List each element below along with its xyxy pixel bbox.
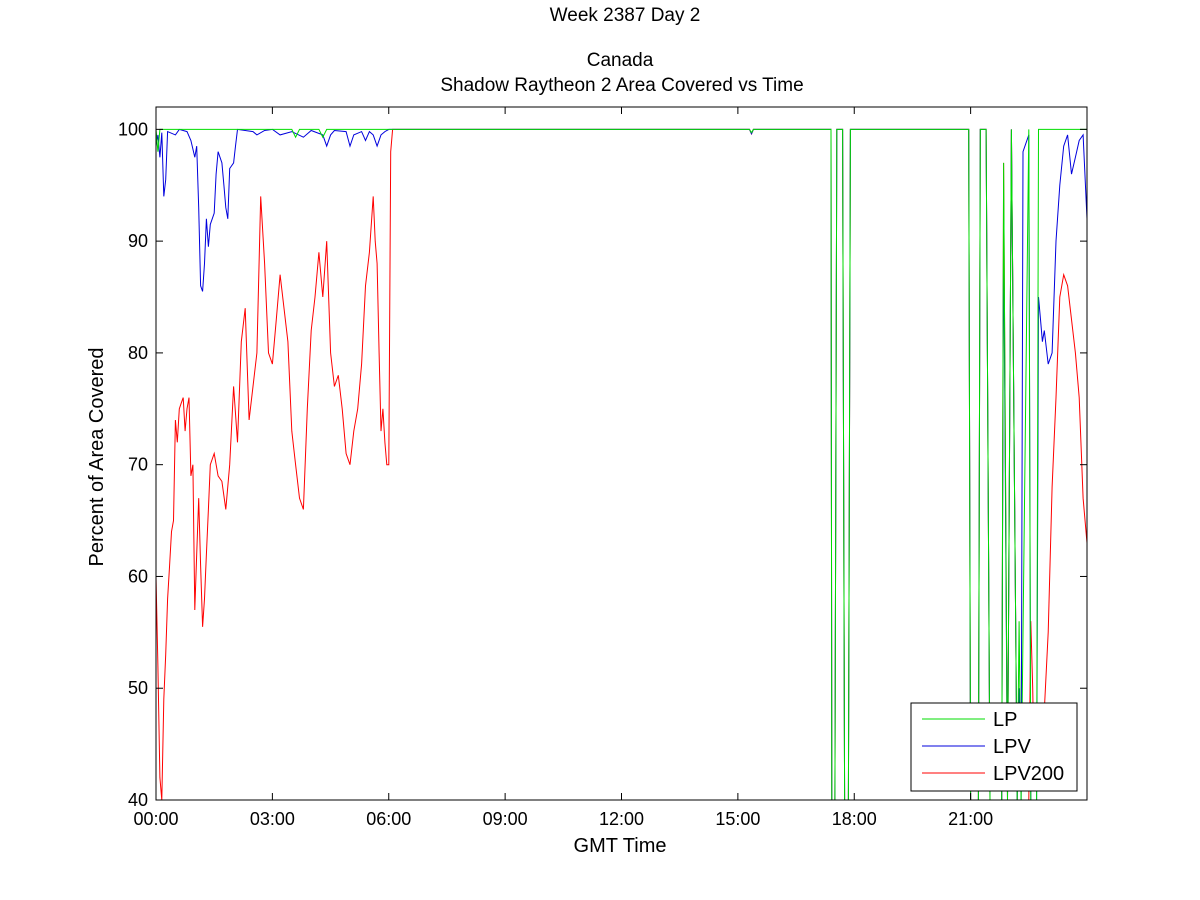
chart-title-line-2: Canada (587, 50, 654, 71)
x-tick-label: 18:00 (832, 809, 877, 829)
y-axis-label: Percent of Area Covered (86, 347, 108, 566)
x-tick-label: 06:00 (366, 809, 411, 829)
chart-title-line-1: Week 2387 Day 2 (550, 5, 701, 26)
x-tick-label: 21:00 (948, 809, 993, 829)
x-tick-label: 00:00 (133, 809, 178, 829)
legend: LP LPV LPV200 (910, 702, 1078, 792)
y-tick-label: 70 (128, 455, 148, 475)
legend-label-lpv200: LPV200 (993, 763, 1064, 785)
x-tick-label: 15:00 (715, 809, 760, 829)
x-axis-ticks: 00:00 03:00 06:00 09:00 12:00 15:00 18:00 21:00 (133, 107, 993, 829)
y-tick-label: 100 (118, 119, 148, 139)
y-tick-label: 50 (128, 678, 148, 698)
series-line-lpv (156, 128, 1087, 800)
chart-titles: Week 2387 Day 2 Canada Shadow Raytheon 2… (440, 5, 803, 96)
x-tick-label: 03:00 (250, 809, 295, 829)
series-line-lpv200 (156, 128, 1087, 800)
x-tick-label: 09:00 (483, 809, 528, 829)
y-tick-label: 90 (128, 231, 148, 251)
legend-box (910, 702, 1078, 792)
y-tick-label: 80 (128, 343, 148, 363)
legend-label-lpv: LPV (993, 736, 1031, 758)
legend-label-lp: LP (993, 709, 1017, 731)
x-axis-label: GMT Time (574, 835, 667, 857)
chart-title-line-3: Shadow Raytheon 2 Area Covered vs Time (440, 75, 803, 96)
y-axis-ticks: 40 50 60 70 80 90 100 (118, 119, 1087, 810)
y-tick-label: 60 (128, 566, 148, 586)
x-tick-label: 12:00 (599, 809, 644, 829)
y-tick-label: 40 (128, 790, 148, 810)
